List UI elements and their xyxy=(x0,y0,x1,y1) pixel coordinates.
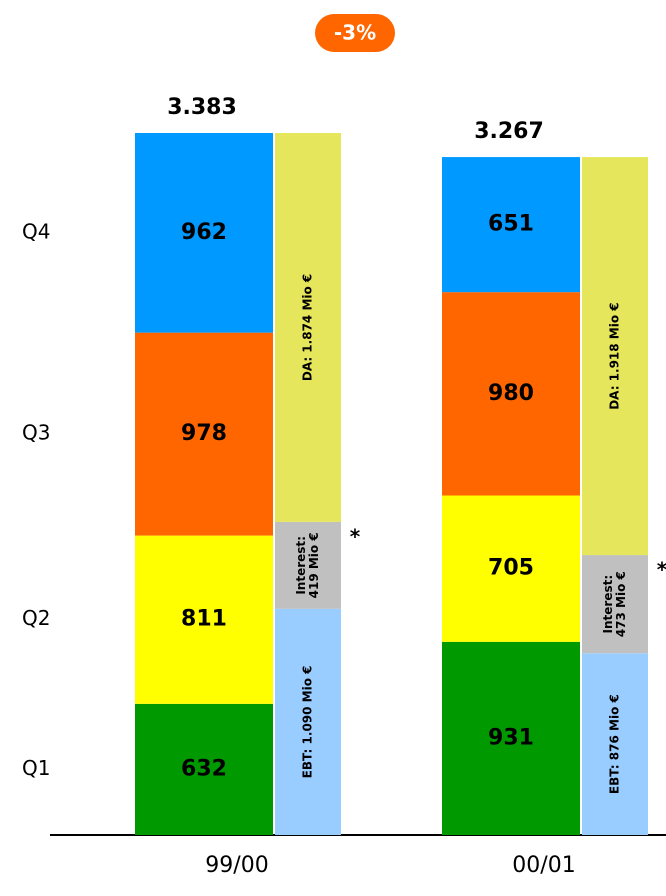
badge-background xyxy=(315,14,395,52)
breakdown-label-line: DA: 1.918 Mio € xyxy=(608,302,622,409)
value-label: 705 xyxy=(488,556,534,581)
breakdown-label-line: Interest: xyxy=(294,536,308,595)
legend-label: Q1 xyxy=(22,756,50,780)
bar-segment xyxy=(442,495,580,642)
bar-segment xyxy=(442,292,580,496)
breakdown-label-line: EBT: 1.090 Mio € xyxy=(301,666,315,779)
badge: -3% xyxy=(334,21,376,45)
x-tick-label: 00/01 xyxy=(512,853,575,878)
bar-segment xyxy=(135,535,273,704)
breakdown-label: EBT: 1.090 Mio € xyxy=(301,666,315,779)
value-label: 931 xyxy=(488,725,534,750)
breakdown-label: Interest: 419 Mio € xyxy=(294,532,321,598)
breakdown-label-line: DA: 1.874 Mio € xyxy=(301,274,315,381)
breakdown-segment xyxy=(275,521,341,609)
breakdown-label-line: 419 Mio € xyxy=(307,532,321,598)
value-label: 632 xyxy=(181,756,227,781)
breakdown-label: DA: 1.918 Mio € xyxy=(608,302,622,409)
legend-label: Q2 xyxy=(22,606,50,630)
value-label: 811 xyxy=(181,607,227,632)
bar-segment xyxy=(135,703,273,835)
legend-label: Q4 xyxy=(22,219,50,243)
bar-segment xyxy=(135,133,273,333)
breakdown-label-line: EBT: 876 Mio € xyxy=(608,694,622,794)
breakdown-label: DA: 1.874 Mio € xyxy=(301,274,315,381)
note-marker: * xyxy=(350,524,361,548)
value-label: 651 xyxy=(488,212,534,237)
legend-label: Q3 xyxy=(22,421,50,445)
bar-segment xyxy=(135,332,273,536)
value-label: 980 xyxy=(488,381,534,406)
bar-segment xyxy=(442,641,580,835)
total-label: 3.267 xyxy=(474,119,544,144)
breakdown-segment xyxy=(582,555,648,654)
value-label: 962 xyxy=(181,220,227,245)
note-marker: * xyxy=(657,558,666,582)
total-label: 3.383 xyxy=(167,95,237,120)
breakdown-label-line: Interest: xyxy=(601,575,615,634)
breakdown-segment xyxy=(582,157,648,556)
breakdown-segment xyxy=(275,133,341,522)
breakdown-label-line: 473 Mio € xyxy=(614,571,628,637)
breakdown-label: EBT: 876 Mio € xyxy=(608,694,622,794)
breakdown-label: Interest: 473 Mio € xyxy=(601,571,628,637)
breakdown-segment xyxy=(275,608,341,835)
bar-segment xyxy=(442,157,580,293)
breakdown-segment xyxy=(582,653,648,835)
value-label: 978 xyxy=(181,421,227,446)
x-tick-label: 99/00 xyxy=(205,853,268,878)
